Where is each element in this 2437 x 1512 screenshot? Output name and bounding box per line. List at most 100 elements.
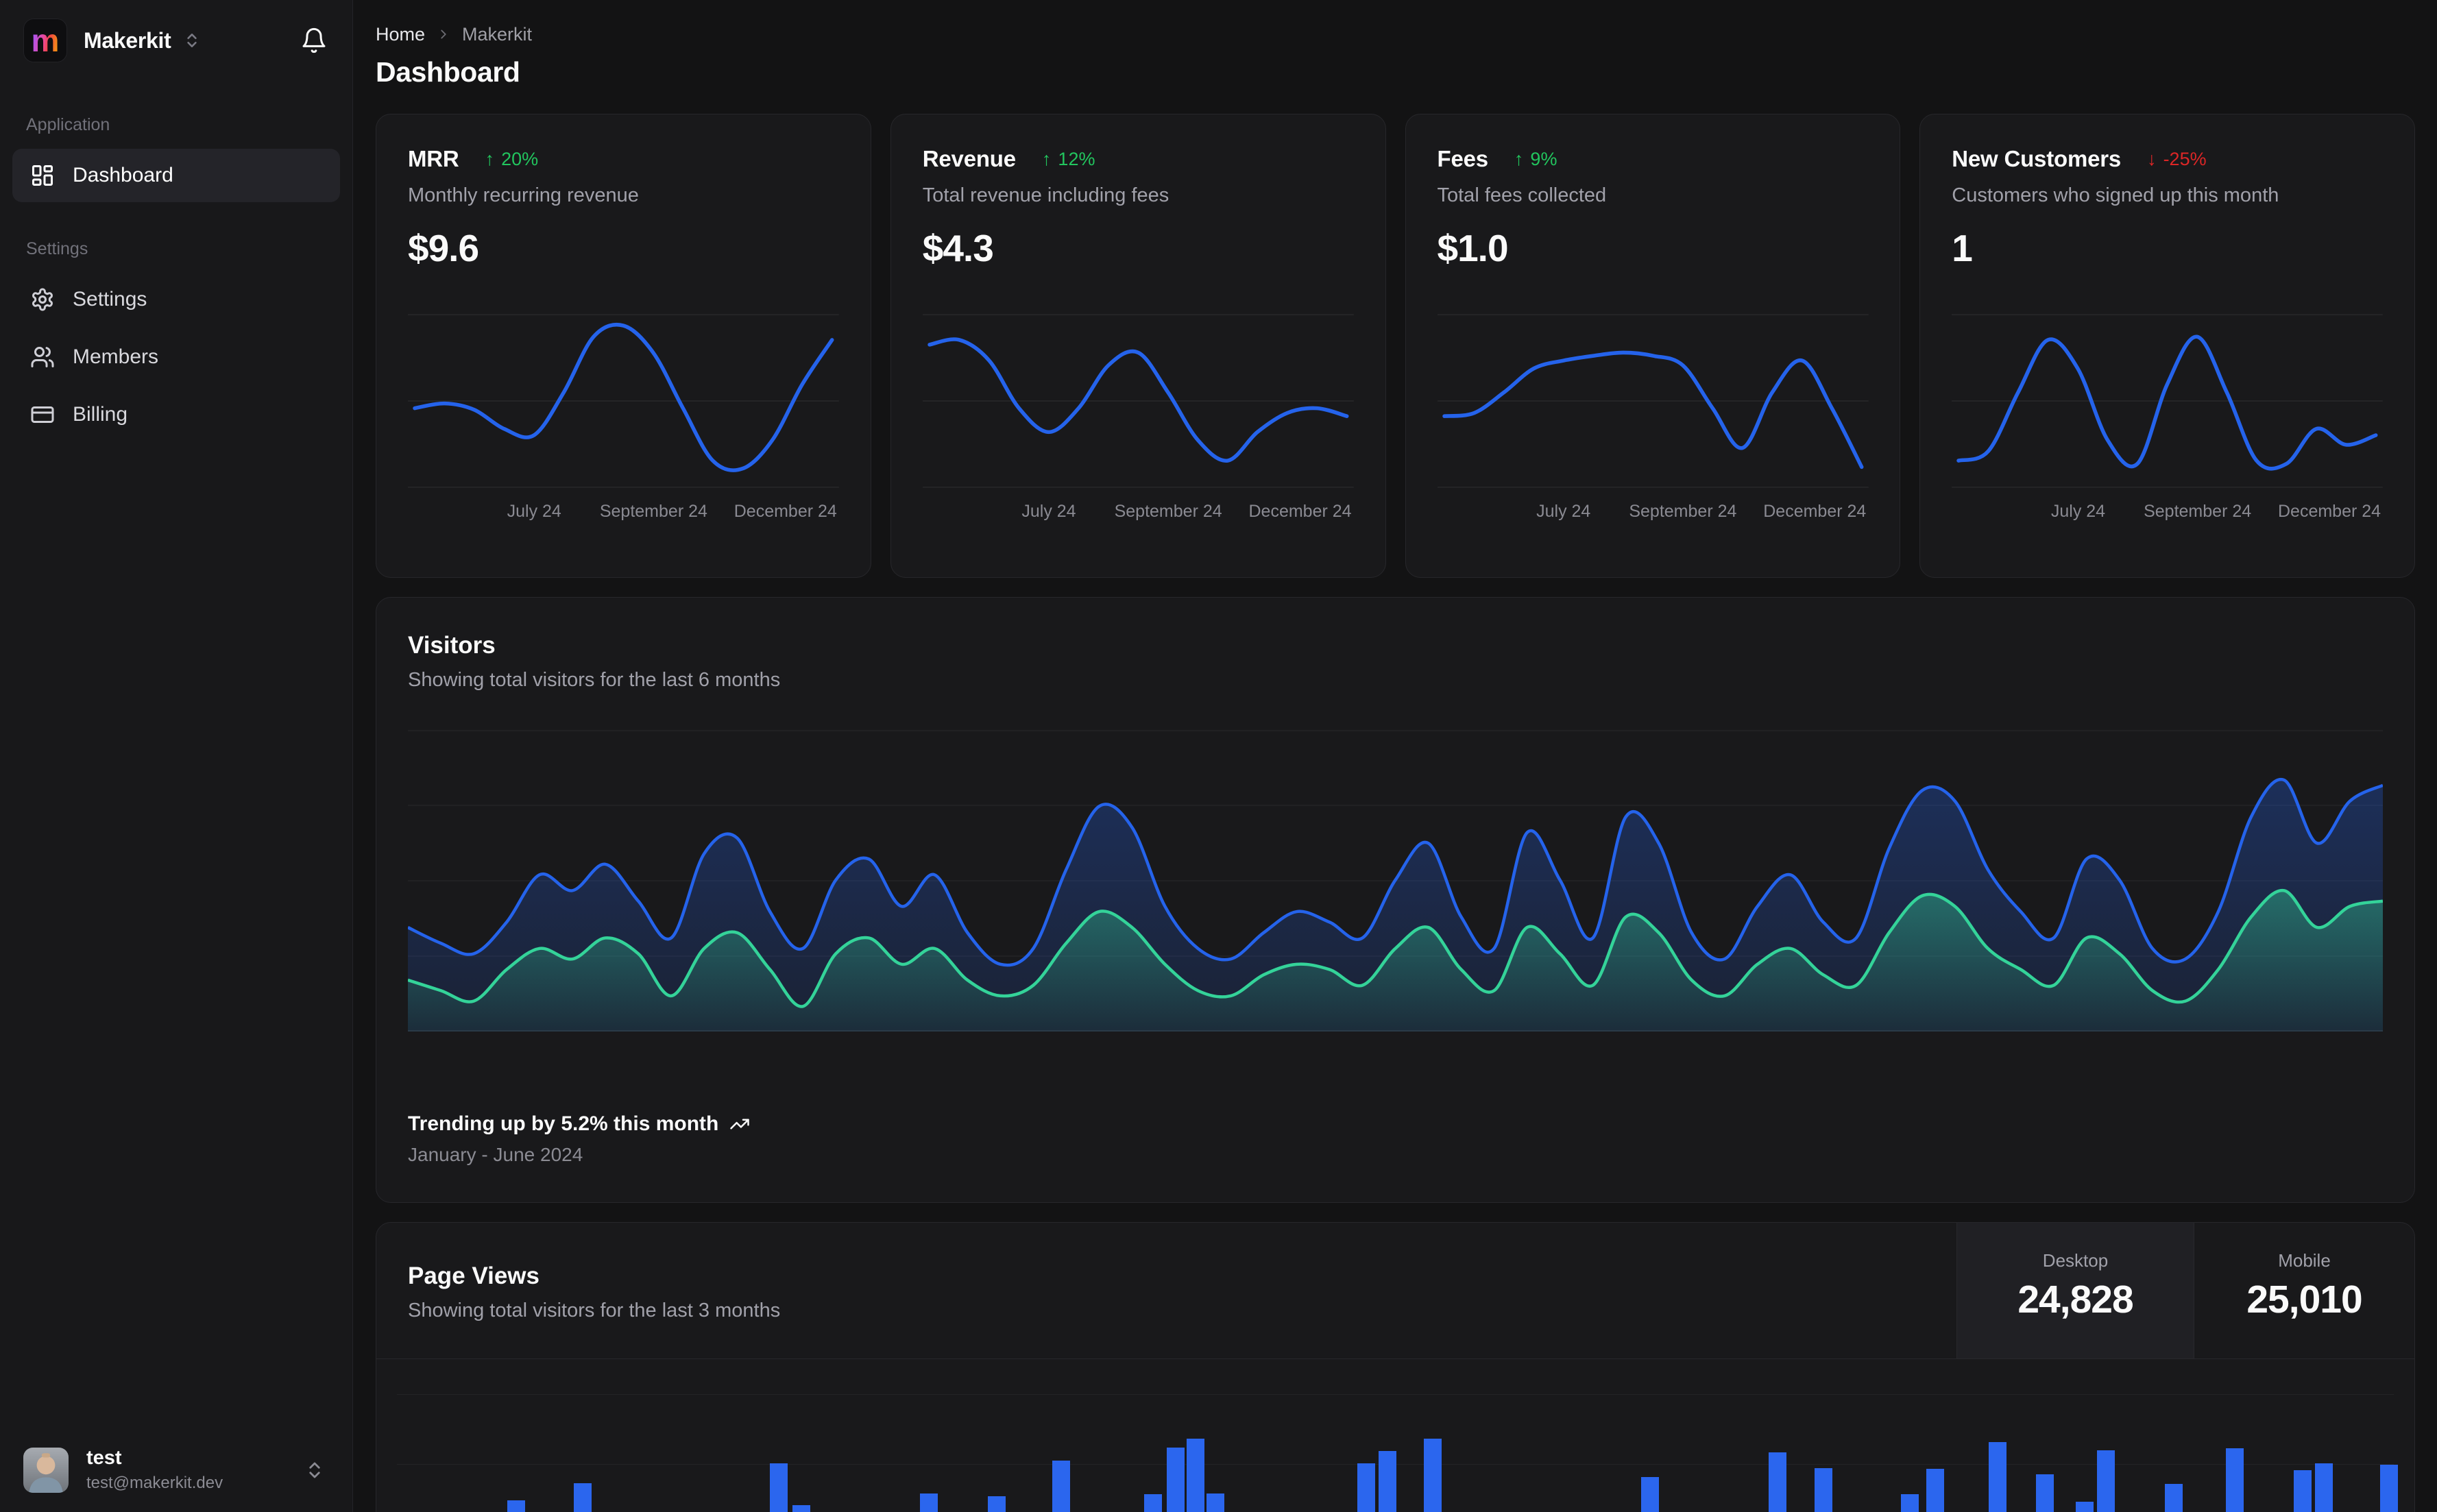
trend-badge: ↑ 20% [485, 149, 539, 170]
trend-value: 20% [501, 148, 539, 169]
sparkline-x-axis: July 24 September 24 December 24 [923, 502, 1354, 529]
bar [2036, 1474, 2054, 1512]
avatar [23, 1447, 69, 1493]
desktop-value: 24,828 [2017, 1278, 2133, 1321]
layout-dashboard-icon [30, 163, 55, 188]
bar [1167, 1448, 1185, 1512]
bar [1207, 1493, 1224, 1512]
settings-gear-icon [30, 287, 55, 312]
bar [1379, 1451, 1396, 1512]
sidebar: m Makerkit Application Dashboard Setting… [0, 0, 353, 1512]
stat-title: New Customers [1952, 146, 2122, 171]
sidebar-item-label: Settings [73, 288, 147, 310]
bar [1641, 1477, 1659, 1512]
page-views-title: Page Views [408, 1263, 539, 1289]
trend-arrow-icon: ↑ [485, 148, 495, 169]
visitors-title: Visitors [408, 632, 496, 659]
mrr-sparkline-chart [408, 314, 839, 488]
bar [770, 1463, 788, 1512]
x-tick: September 24 [1114, 502, 1222, 521]
new-customers-sparkline-chart [1952, 314, 2383, 488]
breadcrumb-current: Makerkit [462, 23, 533, 45]
user-email: test@makerkit.dev [86, 1474, 223, 1492]
page-views-bar-chart [376, 1360, 2414, 1512]
bar [2380, 1465, 2398, 1512]
bar [988, 1496, 1006, 1512]
sidebar-item-label: Dashboard [73, 164, 173, 186]
stat-card-mrr: MRR ↑ 20% Monthly recurring revenue $9.6 … [376, 114, 871, 578]
trending-up-icon [730, 1119, 750, 1130]
sidebar-item-billing[interactable]: Billing [12, 388, 340, 441]
stat-value: $4.3 [922, 227, 994, 269]
stat-subtitle: Monthly recurring revenue [408, 184, 639, 206]
visitors-area-chart [408, 730, 2383, 1032]
page-views-card: Page Views Showing total visitors for th… [376, 1222, 2415, 1512]
stat-title: Revenue [922, 146, 1016, 171]
credit-card-icon [30, 402, 55, 427]
sidebar-item-label: Members [73, 345, 159, 368]
bar [2165, 1484, 2183, 1512]
desktop-toggle[interactable]: Desktop 24,828 [1956, 1223, 2194, 1358]
page-views-bars [416, 1360, 2399, 1512]
revenue-sparkline-chart [922, 314, 1354, 488]
sidebar-section-settings: Settings [26, 239, 88, 258]
trend-arrow-icon: ↑ [1514, 148, 1524, 169]
x-tick: July 24 [507, 502, 561, 521]
trend-value: 9% [1530, 148, 1557, 169]
stat-title: Fees [1437, 146, 1489, 171]
logo-letter: m [31, 23, 60, 58]
user-menu[interactable]: test test@makerkit.dev [23, 1447, 329, 1493]
trend-value: -25% [2163, 148, 2207, 169]
trend-badge: ↓ -25% [2147, 149, 2207, 170]
notifications-bell-icon[interactable] [300, 27, 328, 54]
makerkit-logo: m [23, 19, 67, 62]
sidebar-section-application: Application [26, 115, 110, 134]
x-tick: July 24 [1021, 502, 1076, 521]
bar [1144, 1494, 1162, 1512]
x-tick: September 24 [1629, 502, 1737, 521]
user-name: test [86, 1447, 122, 1469]
sparkline-x-axis: July 24 September 24 December 24 [1438, 502, 1869, 529]
stat-value: $9.6 [408, 227, 479, 269]
bar [1926, 1469, 1944, 1512]
chevrons-up-down-icon [183, 32, 201, 49]
stat-subtitle: Customers who signed up this month [1952, 184, 2279, 206]
breadcrumb: Home Makerkit [376, 23, 2415, 45]
bar [920, 1493, 938, 1512]
mobile-value: 25,010 [2246, 1278, 2362, 1321]
desktop-label: Desktop [2042, 1250, 2109, 1271]
visitors-date-range: January - June 2024 [408, 1144, 583, 1165]
stat-card-revenue: Revenue ↑ 12% Total revenue including fee… [890, 114, 1386, 578]
bar [507, 1500, 525, 1512]
bar [1052, 1461, 1070, 1512]
sidebar-item-members[interactable]: Members [12, 330, 340, 384]
sidebar-item-settings[interactable]: Settings [12, 273, 340, 326]
page-views-subtitle: Showing total visitors for the last 3 mo… [408, 1300, 781, 1321]
stat-value: 1 [1952, 227, 1973, 269]
stat-subtitle: Total fees collected [1437, 184, 1607, 206]
page-title: Dashboard [376, 56, 520, 88]
sparkline-x-axis: July 24 September 24 December 24 [408, 502, 839, 529]
stat-cards-grid: MRR ↑ 20% Monthly recurring revenue $9.6 … [376, 114, 2415, 578]
x-tick: December 24 [733, 502, 837, 521]
visitors-subtitle: Showing total visitors for the last 6 mo… [408, 669, 781, 691]
chevron-right-icon [436, 27, 451, 42]
bar [2076, 1502, 2094, 1512]
bar [1989, 1442, 2006, 1512]
bar [792, 1505, 810, 1512]
workspace-switcher[interactable]: m Makerkit [23, 18, 329, 63]
x-tick: December 24 [2277, 502, 2381, 521]
bar [2226, 1448, 2244, 1512]
mobile-toggle[interactable]: Mobile 25,010 [2194, 1223, 2414, 1358]
fees-sparkline-chart [1437, 314, 1869, 488]
x-tick: September 24 [2144, 502, 2252, 521]
mobile-label: Mobile [2278, 1250, 2331, 1271]
trend-value: 12% [1058, 148, 1095, 169]
bar [574, 1483, 592, 1512]
stat-subtitle: Total revenue including fees [922, 184, 1169, 206]
bar [2315, 1463, 2333, 1512]
sidebar-item-dashboard[interactable]: Dashboard [12, 149, 340, 202]
trend-badge: ↑ 12% [1042, 149, 1095, 170]
breadcrumb-home-link[interactable]: Home [376, 23, 426, 45]
x-tick: July 24 [2050, 502, 2106, 521]
